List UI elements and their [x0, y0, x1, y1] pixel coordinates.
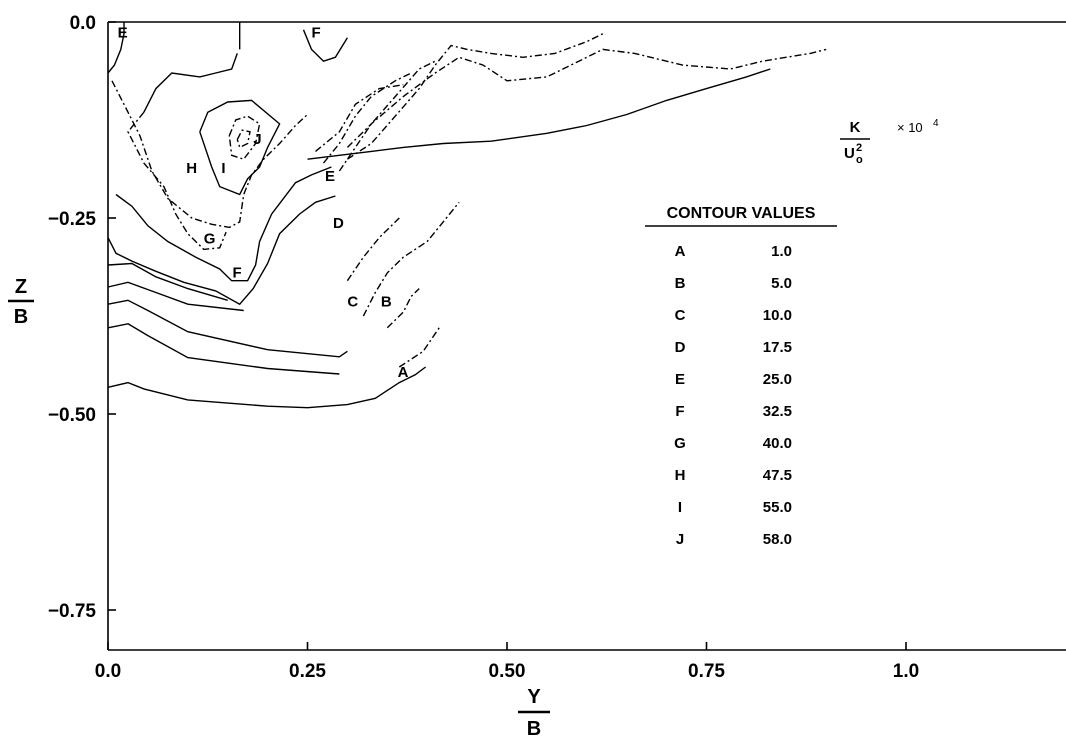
legend-entry-value: 10.0	[763, 307, 792, 324]
plot-frame	[107, 21, 1066, 651]
x-tick-label: 1.0	[893, 661, 919, 682]
contour-line-c	[347, 33, 604, 160]
x-tick-label: 0.50	[489, 661, 526, 682]
legend-entry-value: 40.0	[763, 435, 792, 452]
contour-label-f: F	[311, 24, 320, 41]
y-tick-label: −0.50	[48, 405, 96, 426]
legend-entry-value: 17.5	[763, 339, 792, 356]
x-axis-label-denominator: B	[527, 718, 541, 740]
legend-entry-value: 1.0	[771, 243, 792, 260]
quantity-multiplier: × 10	[897, 120, 923, 135]
y-axis-label-denominator: B	[14, 306, 28, 328]
legend-entry-label: C	[675, 307, 686, 324]
legend-entry-label: A	[675, 243, 686, 260]
y-tick-label: −0.25	[48, 209, 97, 230]
contour-line-h	[199, 99, 281, 196]
contour-line-e	[107, 22, 125, 74]
contour-line-a	[107, 323, 340, 375]
contour-line-b	[386, 288, 420, 329]
contour-line-a	[307, 68, 771, 160]
contour-line-b	[107, 299, 348, 358]
quantity-denominator: U	[844, 145, 855, 162]
quantity-numerator: K	[850, 119, 861, 136]
legend-entry-label: G	[674, 435, 686, 452]
legend-entry-value: 55.0	[763, 499, 792, 516]
quantity-multiplier-exponent: 4	[933, 118, 939, 129]
contour-label-d: D	[333, 215, 344, 232]
contour-label-g: G	[204, 231, 216, 248]
contour-label-f: F	[232, 264, 241, 281]
legend-title: CONTOUR VALUES	[667, 205, 816, 222]
contour-label-e: E	[118, 24, 128, 41]
y-axis-ticks: 0.0 −0.25 −0.50 −0.75	[48, 13, 116, 622]
legend-rows: A 1.0 B 5.0 C 10.0 D 17.5 E 25.0 F 32.5 G 40.0 H 47.5 I 5…	[674, 243, 792, 548]
y-axis-title: Z B	[8, 276, 34, 328]
contour-label-b: B	[381, 293, 392, 310]
legend-entry-label: I	[678, 499, 682, 516]
legend-entry-label: B	[675, 275, 686, 292]
quantity-label: K U o 2 × 10 4	[840, 118, 939, 166]
contour-line-f	[302, 29, 348, 62]
contour-line-b	[346, 48, 827, 148]
contour-line-j	[236, 129, 251, 149]
x-tick-label: 0.25	[289, 661, 326, 682]
y-tick-label: 0.0	[70, 13, 96, 34]
x-tick-label: 0.0	[95, 661, 121, 682]
contour-line-b	[362, 201, 460, 317]
legend-entry-label: H	[675, 467, 686, 484]
contour-line-g	[127, 111, 227, 251]
x-axis-title: Y B	[518, 686, 550, 740]
contour-line-c	[107, 262, 228, 301]
y-tick-label: −0.75	[48, 601, 97, 622]
contour-label-e: E	[325, 168, 335, 185]
contour-line-d	[338, 60, 436, 172]
contour-line-a	[398, 327, 440, 368]
legend-entry-value: 58.0	[763, 531, 792, 548]
legend-entry-value: 47.5	[763, 467, 792, 484]
x-axis-ticks: 0.0 0.25 0.50 0.75 1.0	[95, 642, 919, 682]
legend-entry-value: 32.5	[763, 403, 792, 420]
legend-entry-value: 25.0	[763, 371, 792, 388]
contour-line-a	[107, 366, 427, 409]
legend-entry-value: 5.0	[771, 275, 792, 292]
contour-line-f	[111, 80, 308, 229]
legend-entry-label: E	[675, 371, 685, 388]
contour-label-a: A	[398, 364, 409, 381]
quantity-denominator-subscript: o	[856, 154, 863, 166]
contour-label-i: I	[221, 160, 225, 177]
x-axis-label-numerator: Y	[527, 686, 541, 708]
legend: CONTOUR VALUES A 1.0 B 5.0 C 10.0 D 17.5 E 25.0 F 3…	[645, 205, 837, 548]
contour-label-j: J	[253, 131, 261, 148]
contour-label-c: C	[347, 293, 358, 310]
contour-line-d	[107, 195, 336, 306]
contour-line-e	[115, 166, 332, 282]
contour-line-i	[228, 115, 261, 161]
contour-lines	[107, 22, 827, 409]
legend-entry-label: F	[675, 403, 684, 420]
legend-entry-label: J	[676, 531, 684, 548]
contour-line-c	[346, 217, 400, 282]
contour-label-h: H	[186, 160, 197, 177]
contour-line-e	[322, 72, 412, 164]
legend-entry-label: D	[675, 339, 686, 356]
contour-line-c	[107, 281, 244, 312]
quantity-denominator-superscript: 2	[856, 142, 862, 154]
contour-line-f	[315, 84, 404, 152]
contour-line-g	[143, 53, 238, 113]
x-tick-label: 0.75	[688, 661, 725, 682]
y-axis-label-numerator: Z	[15, 276, 27, 298]
